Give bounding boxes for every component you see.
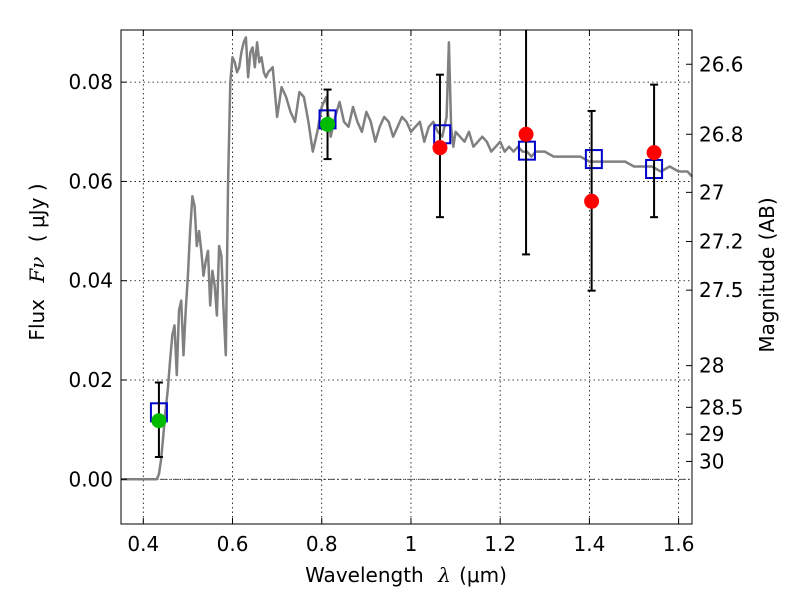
red-observation-point <box>432 140 448 156</box>
magnitude-tick-label: 27 <box>699 180 724 204</box>
magnitude-tick-labels: 26.6 26.8 27 27.2 27.5 28 28.5 29 30 <box>699 52 744 473</box>
y-axis-label-symbol: Fν <box>25 257 49 284</box>
x-tick-labels: 0.4 0.6 0.8 1 1.2 1.4 1.6 <box>127 532 694 556</box>
y-tick-label: 0.06 <box>68 169 113 193</box>
magnitude-tick-label: 30 <box>699 449 724 473</box>
magnitude-tick-label: 28 <box>699 354 724 378</box>
x-axis-label-unit: (μm) <box>459 563 507 587</box>
plot-frame <box>120 29 693 525</box>
model-photometry-box <box>584 149 603 170</box>
magnitude-tick-label: 26.8 <box>699 122 744 146</box>
x-tick-label: 1.6 <box>663 532 695 556</box>
magnitude-tick-label: 29 <box>699 422 724 446</box>
x-axis-label: Wavelength λ (μm) <box>305 563 507 587</box>
magnitude-tick-label: 26.6 <box>699 52 744 76</box>
magnitude-tick-label: 28.5 <box>699 395 744 419</box>
y-tick-label: 0.00 <box>68 467 113 491</box>
magnitude-tick-label: 27.5 <box>699 278 744 302</box>
x-axis-label-symbol: λ <box>437 563 451 587</box>
y2-axis-label: Magnitude (AB) <box>755 197 779 352</box>
y-tick-label: 0.08 <box>68 70 113 94</box>
x-tick-label: 0.4 <box>127 532 159 556</box>
x-tick-label: 1 <box>405 532 418 556</box>
y-tick-label: 0.04 <box>68 269 113 293</box>
magnitude-tick-label: 27.2 <box>699 230 744 254</box>
red-observation-point <box>518 126 534 142</box>
y-tick-label: 0.02 <box>68 368 113 392</box>
red-observation-point <box>584 193 600 209</box>
x-tick-label: 0.6 <box>217 532 249 556</box>
x-tick-label: 0.8 <box>306 532 338 556</box>
red-observation-point <box>646 145 662 161</box>
y-tick-labels: 0.00 0.02 0.04 0.06 0.08 <box>68 70 113 491</box>
axis-ticks <box>121 30 692 524</box>
green-observation-point <box>320 116 336 132</box>
x-axis-label-text: Wavelength <box>305 563 424 587</box>
x-tick-label: 1.2 <box>484 532 516 556</box>
green-observation-point <box>151 413 167 429</box>
y-axis-label: Flux Fν ( μJy ) <box>25 183 49 340</box>
observation-layer <box>151 116 662 429</box>
x-tick-label: 1.4 <box>573 532 605 556</box>
y-axis-label-unit: ( μJy ) <box>25 183 49 242</box>
y-axis-label-text: Flux <box>25 299 49 341</box>
